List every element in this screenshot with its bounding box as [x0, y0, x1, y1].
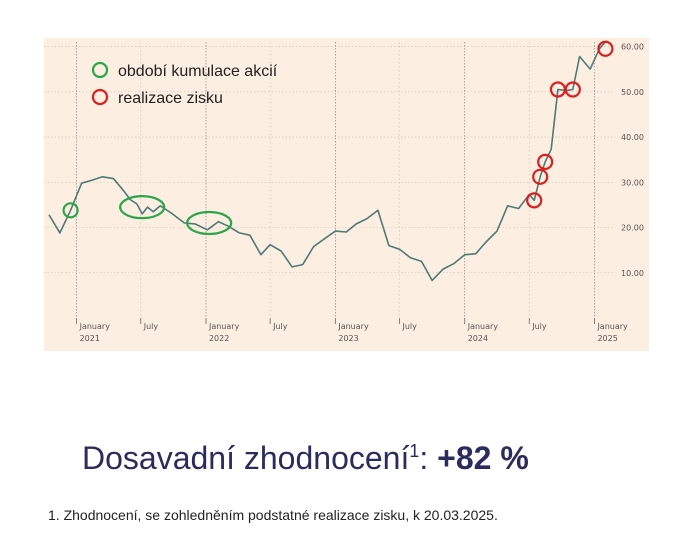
- headline-footnote-mark: 1: [409, 441, 420, 461]
- y-tick-label: 60.00: [621, 43, 644, 52]
- x-tick-month: January: [79, 322, 111, 331]
- footnote: 1. Zhodnocení, se zohledněním podstatné …: [48, 507, 498, 523]
- x-tick-month: January: [208, 322, 240, 331]
- appreciation-headline: Dosavadní zhodnocení1: +82 %: [82, 440, 529, 477]
- y-tick-label: 30.00: [621, 178, 644, 187]
- x-tick-month: January: [596, 322, 628, 331]
- y-tick-label: 20.00: [621, 224, 644, 233]
- profit-taking-marker: [597, 40, 614, 57]
- legend-label: období kumulace akcií: [118, 63, 278, 80]
- x-tick-year: 2022: [209, 334, 229, 343]
- headline-value: +82 %: [437, 440, 529, 476]
- accumulation-marker: [186, 210, 233, 236]
- legend-label: realizace zisku: [118, 90, 223, 107]
- x-tick-month: July: [531, 322, 547, 331]
- x-tick-year: 2024: [468, 334, 488, 343]
- headline-colon: :: [419, 440, 429, 476]
- x-tick-month: July: [402, 322, 418, 331]
- x-tick-month: January: [467, 322, 499, 331]
- legend-red-circle-icon: [91, 88, 109, 106]
- x-tick-year: 2023: [338, 334, 358, 343]
- accumulation-marker: [62, 202, 79, 219]
- x-tick-month: July: [143, 322, 159, 331]
- y-tick-label: 40.00: [621, 133, 644, 142]
- x-tick-year: 2025: [597, 334, 617, 343]
- profit-taking-marker: [526, 192, 543, 209]
- x-tick-month: January: [337, 322, 369, 331]
- legend-green-circle-icon: [91, 61, 109, 79]
- headline-text: Dosavadní zhodnocení: [82, 440, 410, 476]
- y-tick-label: 10.00: [621, 269, 644, 278]
- x-tick-month: July: [272, 322, 288, 331]
- chart-svg: 10.00 20.00 30.00 40.00 50.00 60.00 January 202…: [44, 40, 644, 343]
- profit-taking-marker: [564, 81, 581, 98]
- stock-chart: 10.00 20.00 30.00 40.00 50.00 60.00 January 202…: [44, 38, 649, 351]
- y-tick-label: 50.00: [621, 88, 644, 97]
- profit-taking-marker: [532, 168, 549, 185]
- accumulation-marker: [119, 195, 166, 220]
- x-tick-year: 2021: [80, 334, 100, 343]
- profit-taking-marker: [537, 153, 554, 171]
